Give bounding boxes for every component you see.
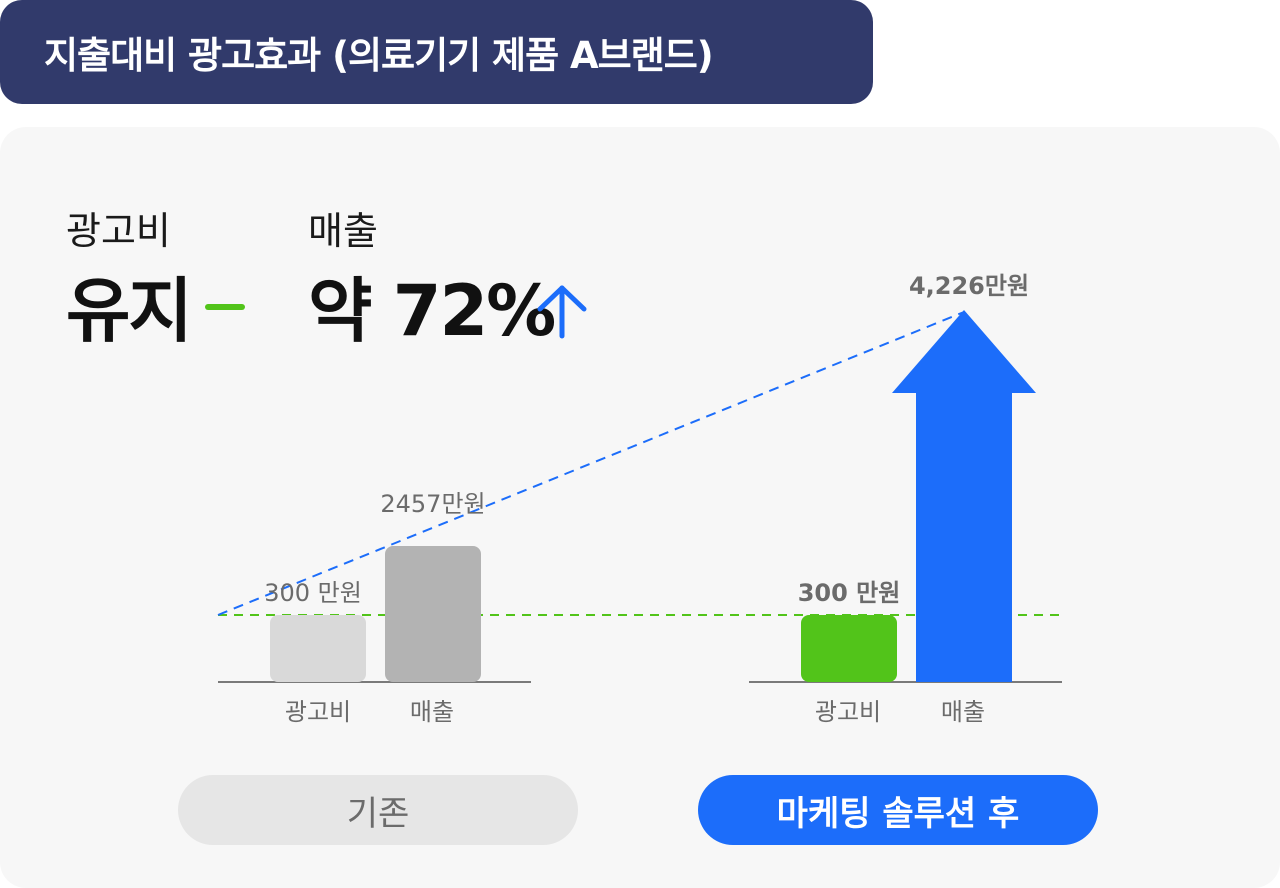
title-bar: 지출대비 광고효과 (의료기기 제품 A브랜드) xyxy=(0,0,873,104)
category-label-before-ad-cost: 광고비 xyxy=(285,698,351,726)
bar-after-sales-arrow xyxy=(892,310,1036,682)
ad-cost-value: 유지 xyxy=(66,270,193,352)
after-marketing-button[interactable]: 마케팅 솔루션 후 xyxy=(698,775,1098,845)
value-label-after-sales: 4,226만원 xyxy=(909,272,1029,300)
page-title: 지출대비 광고효과 (의료기기 제품 A브랜드) xyxy=(44,34,714,77)
sales-label: 매출 xyxy=(308,209,378,253)
ad-cost-label: 광고비 xyxy=(66,209,171,253)
category-label-after-sales: 매출 xyxy=(941,698,985,726)
before-button[interactable]: 기존 xyxy=(178,775,578,845)
bar-before-ad-cost xyxy=(270,615,366,682)
arrow-up-icon xyxy=(537,285,587,339)
unchanged-dash-icon xyxy=(205,304,245,310)
category-label-before-sales: 매출 xyxy=(410,698,454,726)
sales-trend-line xyxy=(217,311,965,616)
category-label-after-ad-cost: 광고비 xyxy=(815,698,881,726)
sales-increase-value: 약 72% xyxy=(308,270,556,352)
value-label-after-ad-cost: 300 만원 xyxy=(798,579,901,607)
value-label-before-sales: 2457만원 xyxy=(380,490,485,518)
bar-after-ad-cost xyxy=(801,615,897,682)
value-label-before-ad-cost: 300 만원 xyxy=(264,579,362,607)
chart-panel xyxy=(0,127,1280,888)
bar-before-sales xyxy=(385,546,481,682)
